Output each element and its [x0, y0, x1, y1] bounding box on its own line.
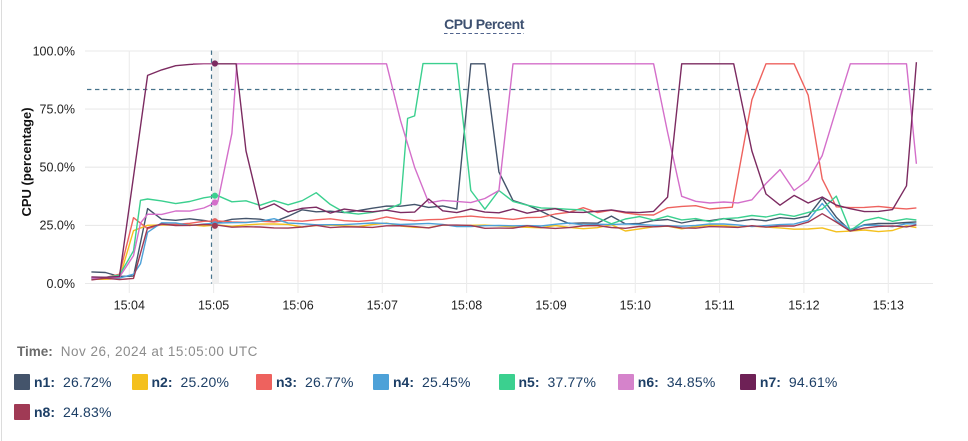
svg-text:15:12: 15:12 — [788, 299, 819, 313]
svg-text:25.0%: 25.0% — [40, 219, 75, 233]
svg-text:75.0%: 75.0% — [40, 102, 75, 116]
svg-text:15:08: 15:08 — [451, 299, 482, 313]
svg-text:15:11: 15:11 — [704, 299, 734, 313]
svg-text:15:10: 15:10 — [620, 299, 651, 313]
svg-text:15:05: 15:05 — [198, 299, 229, 313]
svg-text:15:13: 15:13 — [873, 299, 904, 313]
svg-text:50.0%: 50.0% — [40, 161, 75, 175]
svg-text:100.0%: 100.0% — [33, 44, 75, 58]
svg-text:0.0%: 0.0% — [47, 277, 76, 291]
svg-text:15:09: 15:09 — [535, 299, 566, 313]
svg-text:CPU (percentage): CPU (percentage) — [19, 107, 34, 216]
svg-text:15:04: 15:04 — [114, 299, 145, 313]
svg-text:15:06: 15:06 — [282, 299, 313, 313]
svg-text:15:07: 15:07 — [367, 299, 398, 313]
